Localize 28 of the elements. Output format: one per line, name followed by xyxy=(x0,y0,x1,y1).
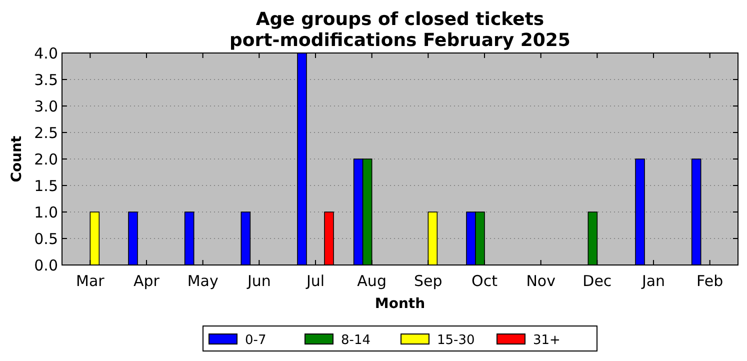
y-tick-label: 0.0 xyxy=(34,256,58,274)
x-tick-label: Apr xyxy=(134,272,160,290)
x-tick-label: Mar xyxy=(76,272,106,290)
x-tick-label: Jan xyxy=(640,272,666,290)
y-axis-title: Count xyxy=(9,135,25,182)
y-tick-label: 4.0 xyxy=(34,44,58,62)
x-axis-title: Month xyxy=(374,296,426,312)
x-tick-label: Oct xyxy=(472,272,498,290)
y-tick-label: 3.0 xyxy=(34,98,58,116)
y-tick-label: 2.0 xyxy=(34,150,58,168)
x-tick-label: Nov xyxy=(526,272,556,290)
y-tick-label: 2.5 xyxy=(34,124,58,142)
legend-label: 8-14 xyxy=(341,333,371,348)
x-tick-label: Jun xyxy=(246,272,271,290)
y-tick-label: 1.0 xyxy=(34,204,58,222)
legend-label: 0-7 xyxy=(245,333,266,348)
x-tick-label: May xyxy=(187,272,218,290)
y-tick-label: 3.5 xyxy=(34,71,58,89)
legend-label: 31+ xyxy=(533,333,560,348)
y-tick-label: 0.5 xyxy=(34,230,58,248)
x-tick-label: Feb xyxy=(696,272,724,290)
x-tick-label: Jul xyxy=(305,272,325,290)
chart-title: Age groups of closed tickets port-modifications February 2025 xyxy=(230,9,570,51)
y-tick-label: 1.5 xyxy=(34,177,58,195)
legend-label: 15-30 xyxy=(437,333,475,348)
x-tick-label: Sep xyxy=(414,272,442,290)
x-tick-label: Aug xyxy=(357,272,386,290)
x-tick-label: Dec xyxy=(582,272,612,290)
